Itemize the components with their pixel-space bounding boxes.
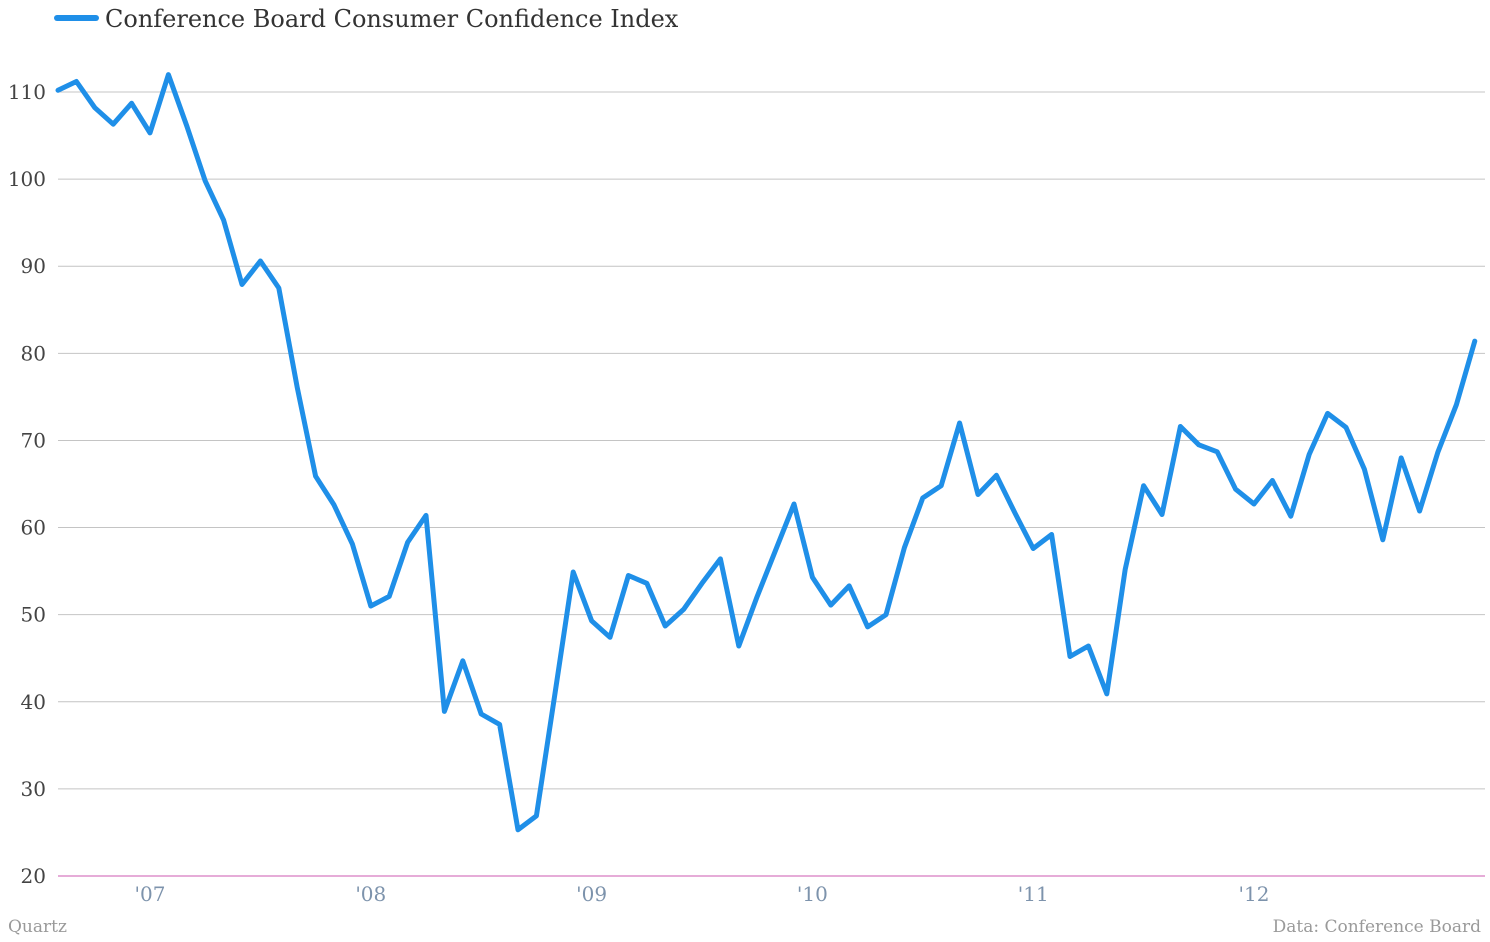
- x-tick-label: '12: [1239, 882, 1270, 906]
- y-tick-label: 100: [8, 167, 46, 191]
- y-tick-label: 40: [21, 690, 46, 714]
- y-axis-ticks: 20 30 40 50 60 70 80 90 100 110: [8, 80, 46, 888]
- y-tick-label: 20: [21, 864, 46, 888]
- y-tick-label: 70: [21, 428, 46, 452]
- series-group: [55, 72, 1478, 833]
- legend-label: Conference Board Consumer Confidence Ind…: [105, 5, 679, 33]
- y-tick-label: 60: [21, 516, 46, 540]
- y-tick-label: 30: [21, 777, 46, 801]
- legend: Conference Board Consumer Confidence Ind…: [54, 5, 679, 33]
- series-line-0: [55, 72, 1478, 833]
- x-tick-label: '09: [576, 882, 607, 906]
- y-tick-label: 80: [21, 341, 46, 365]
- gridlines: [58, 91, 1485, 877]
- y-tick-label: 110: [8, 80, 46, 104]
- y-tick-label: 50: [21, 603, 46, 627]
- x-axis-ticks: '07 '08 '09 '10 '11 '12: [135, 882, 1270, 906]
- credit-label: Quartz: [8, 917, 67, 937]
- y-tick-label: 90: [21, 254, 46, 278]
- x-tick-label: '07: [135, 882, 166, 906]
- x-tick-label: '11: [1018, 882, 1049, 906]
- source-label: Data: Conference Board: [1273, 917, 1482, 937]
- x-tick-label: '10: [797, 882, 828, 906]
- x-tick-label: '08: [355, 882, 386, 906]
